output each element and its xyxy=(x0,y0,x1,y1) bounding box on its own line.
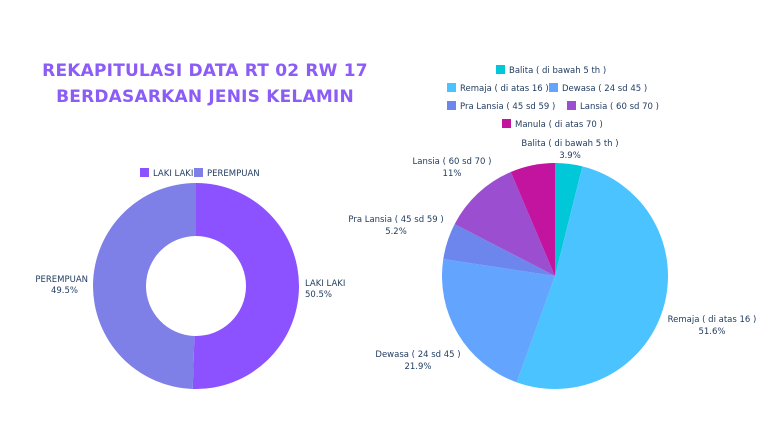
pie-label-2: Remaja ( di atas 16 ) xyxy=(668,315,757,325)
pie-legend-4-label: Pra Lansia ( 45 sd 59 ) xyxy=(460,102,555,112)
pie-legend-6-label: Manula ( di atas 70 ) xyxy=(515,120,603,130)
pie-legend-1-label: Balita ( di bawah 5 th ) xyxy=(509,66,606,76)
pie-legend-6-swatch xyxy=(502,119,511,128)
donut-legend-2-swatch xyxy=(194,168,203,177)
pie-legend-5-swatch xyxy=(567,101,576,110)
title-line-1: REKAPITULASI DATA RT 02 RW 17 xyxy=(42,61,368,81)
pie-legend-2-label: Remaja ( di atas 16 ) xyxy=(460,84,549,94)
pie-legend-3-swatch xyxy=(549,83,558,92)
title-line-2: BERDASARKAN JENIS KELAMIN xyxy=(56,87,354,107)
pie-legend-2-swatch xyxy=(447,83,456,92)
pie-slice-2 xyxy=(516,166,669,390)
pie-slice-4 xyxy=(443,224,555,276)
donut-legend-2-label: PEREMPUAN xyxy=(207,169,260,179)
donut-slice-2 xyxy=(92,183,196,389)
donut-slice-1 xyxy=(192,183,299,389)
pie-label-4: Pra Lansia ( 45 sd 59 ) xyxy=(348,215,443,225)
donut-value-1: 50.5% xyxy=(305,290,332,300)
pie-value-3: 21.9% xyxy=(404,362,431,372)
donut-label-2: PEREMPUAN xyxy=(35,275,88,285)
pie-label-3: Dewasa ( 24 sd 45 ) xyxy=(375,350,460,360)
pie-legend-5-label: Lansia ( 60 sd 70 ) xyxy=(580,102,659,112)
donut-legend-1-swatch xyxy=(140,168,149,177)
pie-slice-3 xyxy=(441,259,555,383)
pie-slice-1 xyxy=(555,163,583,276)
pie-legend-1-swatch xyxy=(496,65,505,74)
pie-slice-5 xyxy=(454,172,555,276)
donut-legend-1-label: LAKI LAKI xyxy=(153,169,193,179)
chart-title: REKAPITULASI DATA RT 02 RW 17 BERDASARKA… xyxy=(40,58,370,110)
pie-label-5: Lansia ( 60 sd 70 ) xyxy=(413,157,492,167)
pie-slice-6 xyxy=(510,163,555,276)
pie-legend-3-label: Dewasa ( 24 sd 45 ) xyxy=(562,84,647,94)
donut-label-1: LAKI LAKI xyxy=(305,279,345,289)
pie-value-2: 51.6% xyxy=(698,327,725,337)
donut-value-2: 49.5% xyxy=(51,286,78,296)
pie-value-1: 3.9% xyxy=(559,151,581,161)
pie-label-1: Balita ( di bawah 5 th ) xyxy=(521,139,618,149)
pie-value-5: 11% xyxy=(443,169,462,179)
pie-legend-4-swatch xyxy=(447,101,456,110)
pie-value-4: 5.2% xyxy=(385,227,407,237)
